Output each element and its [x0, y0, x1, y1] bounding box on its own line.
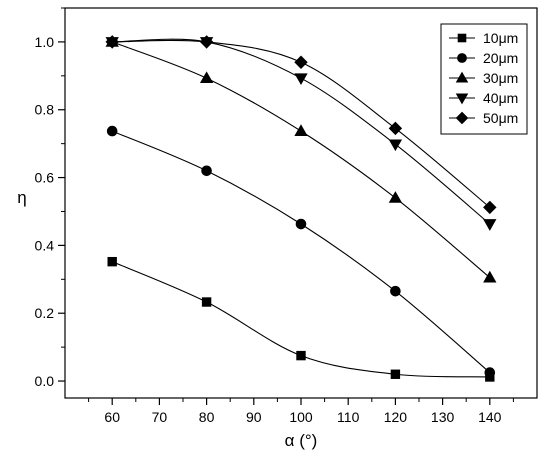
y-axis: 0.0 0.2 0.4 0.6 0.8 1.0	[35, 7, 65, 389]
data-point	[199, 71, 214, 84]
data-point	[199, 35, 214, 49]
legend-label: 10μm	[483, 30, 518, 46]
data-point	[484, 367, 496, 378]
data-point	[483, 200, 497, 215]
legend-marker	[455, 93, 469, 105]
legend-item: 20μm	[449, 50, 518, 66]
x-tick-label: 90	[246, 409, 262, 425]
x-tick-label: 130	[431, 409, 455, 425]
series-layer	[105, 35, 497, 382]
x-tick-label: 60	[104, 409, 120, 425]
legend-marker	[457, 33, 467, 43]
y-tick-label: 0.4	[35, 237, 55, 253]
legend-label: 40μm	[483, 90, 518, 106]
series-0	[107, 256, 495, 382]
data-point	[295, 218, 307, 230]
y-tick-label: 0.0	[35, 373, 55, 389]
x-tick-label: 80	[199, 409, 215, 425]
data-point	[388, 121, 403, 136]
data-point	[294, 55, 308, 69]
y-tick-label: 0.8	[35, 102, 55, 118]
x-tick-label: 110	[337, 409, 360, 425]
data-point	[105, 35, 119, 49]
series-4	[105, 35, 497, 215]
legend-item: 30μm	[449, 70, 518, 86]
data-point	[483, 219, 497, 231]
data-point	[296, 350, 306, 361]
x-axis: 60 70 80 90 100 110 120 130 140	[88, 398, 514, 425]
data-point	[483, 270, 497, 283]
y-tick-label: 0.6	[35, 170, 55, 186]
data-point	[388, 191, 403, 203]
legend-marker	[455, 71, 469, 83]
data-point	[106, 125, 118, 137]
data-point	[201, 165, 212, 177]
x-axis-title: α (°)	[285, 431, 318, 450]
series-line	[111, 130, 491, 373]
x-tick-label: 120	[384, 409, 408, 425]
x-tick-label: 100	[289, 409, 313, 425]
legend-label: 30μm	[483, 70, 518, 86]
series-2	[105, 35, 497, 283]
data-point	[107, 256, 117, 267]
series-1	[106, 125, 496, 378]
data-point	[390, 285, 401, 297]
data-point	[390, 369, 401, 379]
legend-label: 20μm	[483, 50, 518, 66]
data-point	[294, 73, 308, 86]
data-point	[388, 139, 403, 152]
data-point	[294, 124, 308, 136]
legend-label: 50μm	[483, 110, 518, 126]
legend-marker	[457, 53, 467, 63]
legend-box	[440, 23, 528, 135]
legend: 10μm 20μm 30μm 40μm 50μm	[440, 23, 528, 135]
x-tick-label: 140	[478, 409, 502, 425]
legend-item: 50μm	[449, 110, 518, 126]
y-tick-label: 1.0	[35, 34, 55, 50]
x-tick-label: 70	[152, 409, 168, 425]
y-axis-title: η	[17, 188, 26, 207]
data-point	[201, 297, 212, 307]
legend-item: 10μm	[449, 30, 518, 46]
legend-item: 40μm	[449, 90, 518, 106]
legend-marker	[455, 111, 469, 125]
y-tick-label: 0.2	[35, 305, 55, 321]
